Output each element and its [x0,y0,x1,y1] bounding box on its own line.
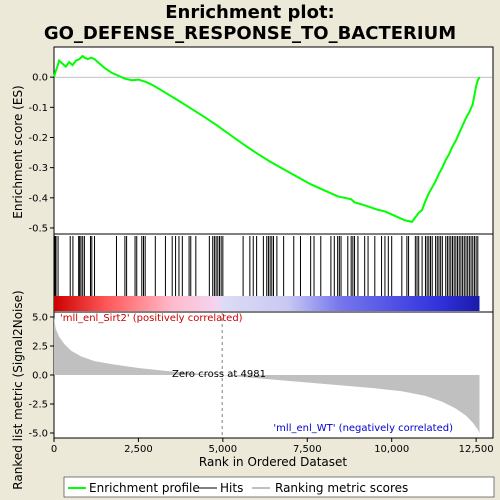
es-ytick-label-1: -0.1 [28,103,48,114]
metric-ytick-label-3: -2.5 [28,400,48,411]
es-ytick-label-4: -0.4 [28,193,48,204]
zero-cross-label: Zero cross at 4981 [172,369,266,380]
es-ytick-label-2: -0.2 [28,133,48,144]
chart-title-line2: GO_DEFENSE_RESPONSE_TO_BACTERIUM [44,23,456,44]
metric-axis-label: Ranked list metric (Signal2Noise) [11,290,25,489]
legend-enrichment-label: Enrichment profile [89,481,200,495]
legend-ranking-label: Ranking metric scores [275,481,408,495]
metric-area [54,317,480,433]
xtick-label-2: 5,000 [209,444,238,455]
es-ytick-label-5: -0.5 [28,223,48,234]
es-ytick-label-3: -0.3 [28,163,48,174]
es-panel [53,46,494,235]
legend-hits-label: Hits [220,481,243,495]
negative-correlation-label: 'mll_enl_WT' (negatively correlated) [273,423,453,434]
legend: Enrichment profile Hits Ranking metric s… [63,476,495,498]
xtick-label-1: 2,500 [124,444,153,455]
xtick-label-5: 12,500 [459,444,494,455]
metric-ytick-label-1: 2.5 [32,342,48,353]
positive-correlation-label: 'mll_enl_Sirt2' (positively correlated) [60,313,243,324]
metric-ytick-label-2: 0.0 [32,371,48,382]
es-line-series-0 [53,54,481,224]
xtick-label-4: 10,000 [374,444,409,455]
xtick-label-0: 0 [51,444,57,455]
rank-color-bar [54,296,480,311]
x-axis-label: Rank in Ordered Dataset [199,455,347,469]
metric-ytick-label-4: -5.0 [28,429,48,440]
xtick-label-3: 7,500 [293,444,322,455]
metric-ytick-label-0: 5.0 [32,313,48,324]
chart-title-line1: Enrichment plot: [165,2,335,23]
es-ytick-label-0: 0.0 [32,73,48,84]
es-axis-label: Enrichment score (ES) [11,85,25,218]
